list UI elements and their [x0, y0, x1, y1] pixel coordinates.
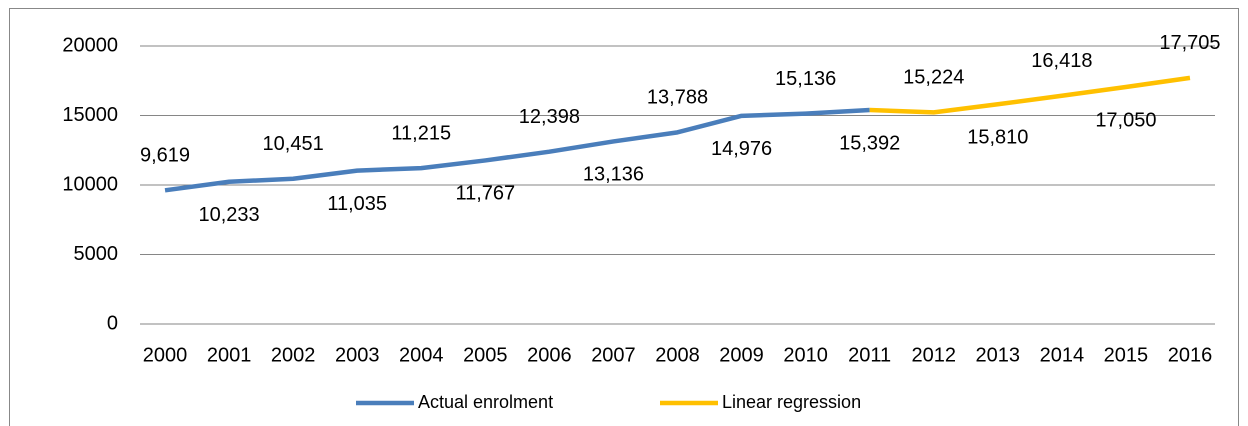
data-label: 17,705 [1159, 32, 1220, 54]
y-tick-label: 20000 [62, 34, 118, 56]
x-tick-label: 2014 [1040, 344, 1085, 366]
data-label: 13,788 [647, 87, 708, 109]
y-tick-label: 5000 [74, 243, 119, 265]
legend-label: Linear regression [722, 392, 861, 412]
x-tick-label: 2015 [1104, 344, 1149, 366]
chart-border [9, 8, 1239, 426]
x-tick-label: 2012 [911, 344, 956, 366]
data-label: 12,398 [519, 106, 580, 128]
data-label: 14,976 [711, 138, 772, 160]
x-tick-label: 2001 [207, 344, 252, 366]
x-tick-label: 2002 [271, 344, 316, 366]
data-label: 17,050 [1095, 109, 1156, 131]
series-line [869, 75, 1191, 115]
x-tick-label: 2007 [591, 344, 636, 366]
x-tick-label: 2009 [719, 344, 764, 366]
x-tick-label: 2011 [848, 344, 891, 366]
data-label: 11,767 [455, 183, 515, 205]
x-tick-label: 2010 [783, 344, 828, 366]
legend-label: Actual enrolment [418, 392, 553, 412]
data-label: 13,136 [583, 164, 644, 186]
data-label: 11,035 [327, 193, 387, 215]
data-label: 16,418 [1031, 50, 1092, 72]
data-label: 10,451 [263, 133, 324, 155]
data-label: 10,233 [199, 204, 260, 226]
x-tick-label: 2006 [527, 344, 572, 366]
x-tick-label: 2013 [976, 344, 1021, 366]
data-label: 15,224 [903, 67, 964, 89]
x-tick-label: 2003 [335, 344, 380, 366]
y-tick-label: 15000 [62, 104, 118, 126]
x-tick-label: 2004 [399, 344, 444, 366]
y-tick-label: 10000 [62, 173, 118, 195]
x-tick-label: 2000 [143, 344, 188, 366]
x-tick-label: 2005 [463, 344, 508, 366]
series-line [164, 107, 870, 193]
y-tick-label: 0 [107, 312, 118, 334]
data-label: 11,215 [391, 122, 451, 144]
data-label: 9,619 [140, 145, 190, 167]
x-tick-label: 2016 [1168, 344, 1213, 366]
data-label: 15,136 [775, 68, 836, 90]
x-tick-label: 2008 [655, 344, 700, 366]
data-label: 15,810 [967, 127, 1028, 149]
data-label: 15,392 [839, 132, 900, 154]
